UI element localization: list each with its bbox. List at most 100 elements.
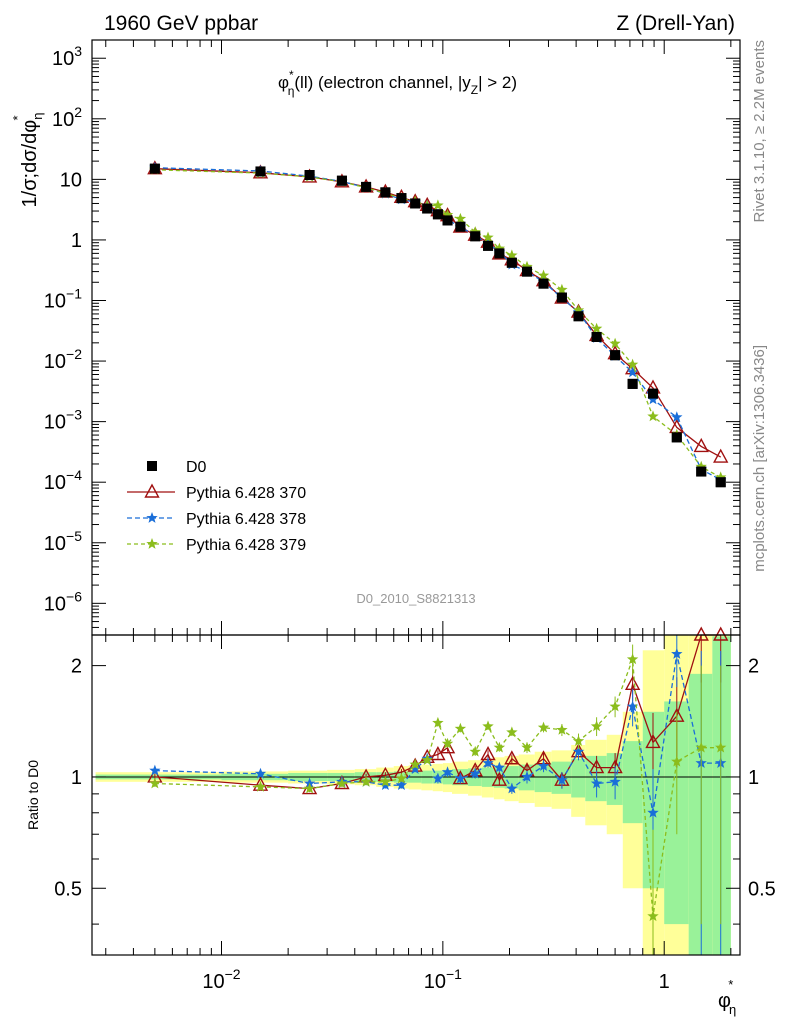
xlabel-sub: η <box>729 1002 736 1017</box>
y-axis-label: 1/σ;dσ/dφη* <box>10 113 45 208</box>
data-point-d0-top <box>556 292 567 303</box>
y-tick-base: 10 <box>52 48 74 70</box>
y-tick-exp: −1 <box>66 285 82 301</box>
ratio-band-inner <box>622 741 643 824</box>
main-point <box>695 460 707 472</box>
ratio-point <box>671 648 683 659</box>
main-point <box>693 437 709 453</box>
ratio-point <box>626 700 639 712</box>
x-tick-label: 10−1 <box>424 966 462 993</box>
data-point-d0-top <box>538 278 549 289</box>
title-sup: * <box>289 68 294 82</box>
ratio-point <box>590 777 603 789</box>
legend-marker <box>144 483 160 498</box>
main-point <box>671 411 683 423</box>
ratio-point <box>454 772 467 784</box>
main-point <box>482 231 494 243</box>
data-point-d0-top <box>396 193 407 204</box>
main-point <box>572 304 585 316</box>
x-tick-base: 10 <box>424 971 446 993</box>
data-point-d0-top <box>255 166 266 177</box>
ratio-y-label: Ratio to D0 <box>25 760 41 830</box>
ratio-point <box>506 726 518 738</box>
y-tick-exp: −6 <box>66 588 82 604</box>
data-point-d0-top <box>470 231 481 242</box>
ratio-point <box>482 720 494 732</box>
ratio-tick-label-right: 1 <box>748 767 759 789</box>
ratio-point <box>693 626 709 641</box>
legend-label: Pythia 6.428 378 <box>186 511 306 528</box>
y-tick-label: 10 <box>60 169 82 191</box>
ratio-point <box>521 741 533 753</box>
ratio-point <box>493 761 506 773</box>
legend-marker <box>147 461 157 471</box>
data-point-d0-top <box>483 240 494 251</box>
x-tick-base: 10 <box>202 971 224 993</box>
data-point-d0-top <box>422 203 433 214</box>
data-point-d0-top <box>455 221 466 232</box>
ratio-point <box>493 741 506 753</box>
main-point <box>521 260 533 272</box>
main-point <box>537 269 550 281</box>
ratio-point <box>572 735 585 746</box>
data-point-d0-top <box>522 266 533 277</box>
header-left: 1960 GeV ppbar <box>104 12 258 35</box>
mcplots-label: mcplots.cern.ch [arXiv:1306.3436] <box>751 345 768 572</box>
y-tick-exp: −2 <box>66 346 82 362</box>
ratio-point <box>469 767 481 779</box>
analysis-watermark: D0_2010_S8821313 <box>356 591 475 606</box>
ratio-band-inner <box>571 758 586 798</box>
data-point-d0-top <box>715 477 726 488</box>
ratio-point <box>469 745 481 757</box>
legend-marker <box>146 512 158 523</box>
ratio-band-inner <box>688 673 713 955</box>
x-tick-label: 10−2 <box>202 966 240 993</box>
title-sub2: Z <box>471 83 478 97</box>
main-point <box>626 366 639 378</box>
ratio-point <box>395 779 408 790</box>
y-tick-base: 10 <box>44 593 66 615</box>
ratio-point <box>506 782 518 794</box>
ratio-point <box>647 910 659 922</box>
data-point-d0-top <box>410 198 421 209</box>
ylabel-sup: * <box>10 115 25 120</box>
ratio-point <box>556 723 568 735</box>
ratio-point <box>441 737 454 749</box>
title-sub: η <box>288 84 295 98</box>
y-tick-base: 1 <box>71 230 82 252</box>
legend: D0 Pythia 6.428 370 Pythia 6.428 378 Pythia… <box>127 459 306 554</box>
main-point <box>647 410 659 422</box>
main-point <box>556 283 568 295</box>
data-point-d0-top <box>304 170 315 181</box>
y-tick-label: 10−5 <box>44 528 82 555</box>
y-tick-exp: 3 <box>74 43 82 59</box>
ratio-point <box>590 720 603 732</box>
legend-label: D0 <box>186 459 207 476</box>
main-point <box>590 322 603 334</box>
x-tick-exp: −1 <box>446 966 462 982</box>
ratio-point <box>441 766 454 777</box>
y-tick-base: 10 <box>44 351 66 373</box>
main-point <box>493 242 506 254</box>
ratio-point <box>537 760 550 771</box>
ratio-point <box>303 782 316 794</box>
data-point-d0-top <box>627 378 638 389</box>
data-point-d0-top <box>696 466 707 477</box>
ratio-point <box>454 722 467 734</box>
data-point-d0-top <box>671 432 682 443</box>
main-point <box>441 209 454 220</box>
header-right: Z (Drell-Yan) <box>616 12 735 35</box>
ratio-frame <box>91 634 741 956</box>
series-1-ratio <box>147 626 729 795</box>
ratio-line <box>154 653 721 813</box>
title-phi: φ <box>278 73 289 92</box>
plot-title: φ* η(ll) (electron channel, |yZ| > 2) <box>278 68 517 98</box>
ratio-point <box>647 806 659 818</box>
main-point <box>715 471 727 483</box>
ratio-tick-label-right: 0.5 <box>748 878 776 900</box>
title-mid: (ll) (electron channel, |y <box>294 73 471 92</box>
ratio-point <box>609 700 621 712</box>
x-tick-exp: −2 <box>225 966 241 982</box>
